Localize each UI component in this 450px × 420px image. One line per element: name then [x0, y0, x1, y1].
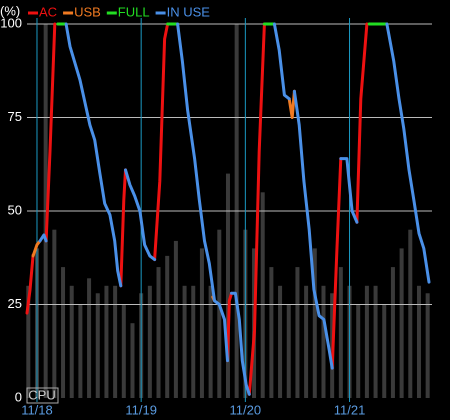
cpu-bar — [52, 229, 57, 398]
cpu-bar — [78, 304, 83, 398]
battery-line — [25, 22, 369, 396]
cpu-bar — [87, 278, 92, 398]
y-unit: (%) — [0, 3, 20, 18]
cpu-bar — [130, 323, 135, 398]
cpu-bar — [304, 285, 309, 398]
x-tick-label: 11/21 — [334, 402, 366, 417]
x-tick-label: 11/18 — [21, 402, 53, 417]
y-tick-label: 100 — [0, 15, 22, 30]
cpu-bar — [390, 267, 395, 398]
cpu-bar — [199, 248, 204, 398]
cpu-bar — [408, 229, 413, 398]
cpu-bar — [356, 304, 361, 398]
cpu-label: CPU — [28, 387, 55, 402]
cpu-bar — [225, 173, 230, 398]
cpu-label-box — [26, 387, 59, 404]
cpu-bar — [95, 293, 100, 398]
cpu-bar — [278, 285, 283, 398]
cpu-bar — [147, 285, 152, 398]
cpu-bar — [165, 255, 170, 398]
cpu-bar — [208, 285, 213, 398]
cpu-bar — [399, 248, 404, 398]
cpu-bar — [121, 304, 126, 398]
cpu-bar — [338, 267, 343, 398]
y-tick-label: 50 — [8, 202, 22, 217]
cpu-bar — [104, 285, 109, 398]
x-tick-label: 11/19 — [125, 402, 157, 417]
x-tick-label: 11/20 — [230, 402, 262, 417]
cpu-bar — [26, 285, 31, 398]
cpu-bar — [321, 285, 326, 398]
legend-label: FULL — [118, 4, 150, 19]
cpu-bar — [182, 285, 187, 398]
cpu-bar — [286, 304, 291, 398]
cpu-bar — [425, 293, 430, 398]
cpu-bar — [173, 240, 178, 398]
cpu-bar — [312, 248, 317, 398]
cpu-bar — [113, 285, 118, 398]
y-tick-label: 0 — [15, 389, 22, 404]
cpu-bar — [382, 304, 387, 398]
cpu-bar — [269, 267, 274, 398]
legend-label: IN USE — [167, 4, 211, 19]
cpu-bar — [217, 229, 222, 398]
battery-line — [38, 22, 431, 396]
y-tick-label: 25 — [8, 296, 22, 311]
y-tick-label: 75 — [8, 109, 22, 124]
cpu-bar — [295, 267, 300, 398]
cpu-bar — [156, 267, 161, 398]
legend-label: AC — [39, 4, 57, 19]
cpu-bar — [69, 285, 74, 398]
cpu-bar — [260, 192, 265, 398]
cpu-bar — [373, 285, 378, 398]
cpu-bar — [61, 267, 66, 398]
cpu-bar — [416, 285, 421, 398]
legend-label: USB — [74, 4, 101, 19]
cpu-bar — [191, 285, 196, 398]
cpu-bar — [364, 285, 369, 398]
